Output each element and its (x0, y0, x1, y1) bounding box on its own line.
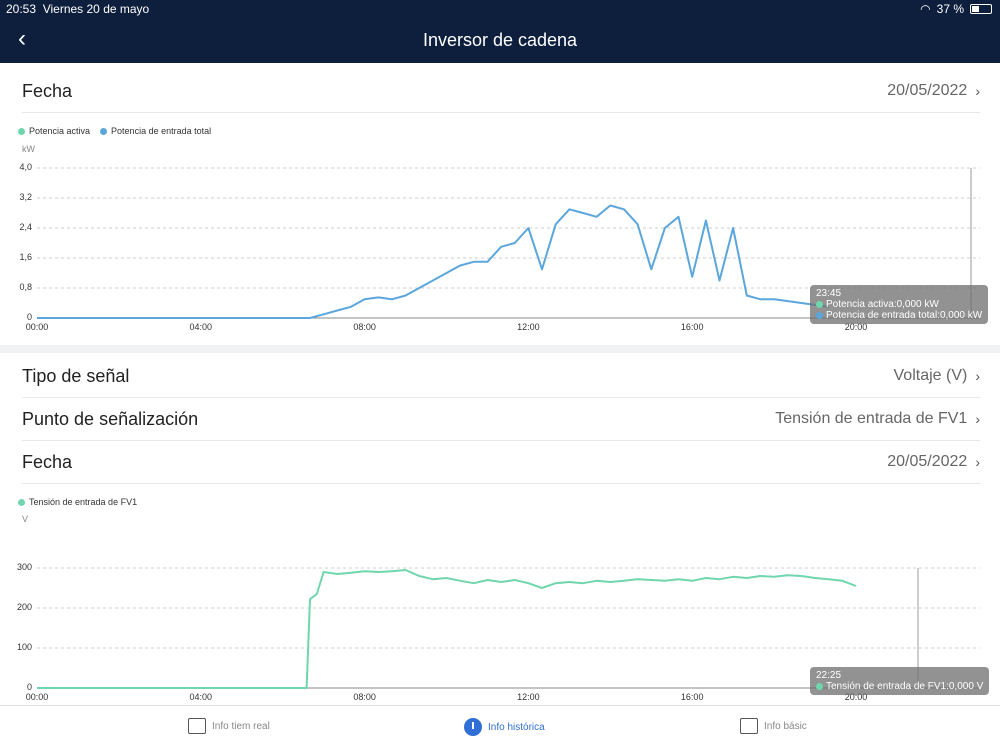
tab-realtime[interactable]: Info tiem real (188, 718, 270, 734)
signal-type-row[interactable]: Tipo de señal Voltaje (V) › (22, 355, 980, 398)
chevron-right-icon: › (975, 411, 980, 427)
section-divider (0, 345, 1000, 353)
legend-label: Potencia activa (29, 126, 91, 136)
chart2-legend: Tensión de entrada de FV1 (18, 497, 137, 507)
x-tick-label: 12:00 (517, 692, 540, 702)
chat-icon (188, 718, 206, 734)
x-tick-label: 16:00 (680, 692, 704, 702)
series-line (37, 569, 857, 689)
chart2-unit: V (22, 514, 29, 524)
date-text: Viernes 20 de mayo (42, 2, 150, 16)
tab-basic[interactable]: Info básic (740, 718, 807, 734)
signal-point-value-text: Tensión de entrada de FV1 (775, 410, 968, 427)
date-value-text: 20/05/2022 (887, 82, 968, 99)
x-tick-label: 00:00 (25, 322, 49, 332)
date-value: 20/05/2022 › (887, 82, 980, 100)
y-tick-label: 0 (26, 682, 32, 692)
date-label: Fecha (22, 451, 73, 472)
x-tick-label: 20:00 (844, 322, 868, 332)
status-indicators: ◠ 37 % (920, 2, 992, 16)
date-label: Fecha (22, 80, 73, 101)
chart1-unit: kW (22, 144, 35, 154)
chevron-right-icon: › (975, 368, 980, 384)
legend-label: Potencia de entrada total (111, 126, 212, 136)
date-row-2[interactable]: Fecha 20/05/2022 › (22, 441, 980, 484)
tooltip-time: 23:45 (816, 288, 842, 299)
y-tick-label: 300 (16, 562, 32, 572)
signal-point-label: Punto de señalización (22, 408, 199, 429)
chevron-right-icon: › (975, 83, 980, 99)
signal-type-value-text: Voltaje (V) (893, 367, 968, 384)
legend-dot (18, 498, 25, 506)
y-tick-label: 100 (16, 642, 32, 652)
y-tick-label: 0 (26, 312, 32, 322)
legend-item[interactable]: Tensión de entrada de FV1 (18, 497, 137, 507)
y-tick-label: 0,8 (19, 282, 32, 292)
battery-icon (970, 4, 992, 14)
signal-type-value: Voltaje (V) › (894, 367, 980, 385)
y-tick-label: 3,2 (19, 192, 32, 202)
tab-history[interactable]: Info histórica (464, 718, 545, 736)
tooltip-line: Potencia activa:0,000 kW (826, 299, 939, 310)
tooltip-time: 22:25 (816, 670, 842, 681)
clock-text: 20:53 (6, 2, 37, 16)
tab-label: Info básic (764, 720, 807, 732)
y-tick-label: 1,6 (19, 252, 32, 262)
y-tick-label: 200 (16, 602, 32, 612)
chevron-right-icon: › (975, 454, 980, 470)
series-line (37, 204, 829, 319)
clock-icon (464, 718, 482, 736)
x-tick-label: 04:00 (189, 692, 213, 702)
status-time: 20:53 Viernes 20 de mayo (6, 2, 149, 16)
tab-label: Info histórica (488, 721, 545, 733)
legend-dot (100, 127, 108, 135)
legend-dot (18, 127, 25, 135)
x-tick-label: 16:00 (680, 322, 704, 332)
chart2-tooltip: 22:25 Tensión de entrada de FV1:0,000 V (810, 667, 990, 695)
date-value: 20/05/2022 › (887, 453, 980, 471)
legend-label: Tensión de entrada de FV1 (29, 497, 138, 507)
y-tick-label: 2,4 (19, 222, 32, 232)
chart1-legend: Potencia activa Potencia de entrada tota… (18, 126, 211, 136)
signal-point-value: Tensión de entrada de FV1 › (775, 410, 980, 428)
tooltip-line: Potencia de entrada total:0,000 kW (826, 310, 983, 321)
device-icon (740, 718, 758, 734)
tooltip-line: Tensión de entrada de FV1:0,000 V (826, 681, 984, 692)
battery-percent: 37 % (936, 2, 964, 16)
back-button[interactable]: ‹ (18, 25, 26, 52)
x-tick-label: 00:00 (25, 692, 49, 702)
x-tick-label: 08:00 (353, 322, 376, 332)
x-tick-label: 12:00 (517, 322, 540, 332)
bottom-tab-bar: Info tiem real Info histórica Info básic (0, 705, 1000, 750)
nav-header: 20:53 Viernes 20 de mayo ◠ 37 % ‹ Invers… (0, 0, 1000, 63)
x-tick-label: 08:00 (353, 692, 376, 702)
wifi-icon: ◠ (920, 2, 931, 16)
signal-type-label: Tipo de señal (22, 365, 130, 386)
y-tick-label: 4,0 (19, 162, 32, 172)
x-tick-label: 04:00 (189, 322, 213, 332)
legend-item[interactable]: Potencia activa (18, 126, 90, 136)
date-value-text: 20/05/2022 (887, 453, 968, 470)
date-row[interactable]: Fecha 20/05/2022 › (22, 70, 980, 113)
signal-point-row[interactable]: Punto de señalización Tensión de entrada… (22, 398, 980, 441)
page-title: Inversor de cadena (422, 30, 578, 50)
tab-label: Info tiem real (212, 720, 270, 732)
x-tick-label: 20:00 (844, 692, 868, 702)
chart1-tooltip: 23:45 Potencia activa:0,000 kW Potencia … (810, 285, 989, 324)
legend-item[interactable]: Potencia de entrada total (100, 126, 211, 136)
